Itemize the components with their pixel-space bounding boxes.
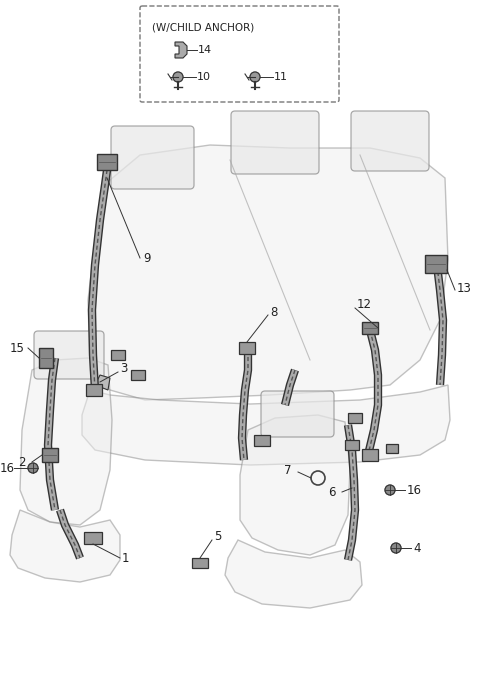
Bar [42, 448, 58, 462]
Bar [192, 558, 208, 568]
Text: 14: 14 [198, 45, 212, 55]
Text: 16: 16 [407, 484, 422, 497]
Text: 1: 1 [122, 552, 130, 565]
Text: 12: 12 [357, 298, 372, 311]
Text: 6: 6 [328, 486, 336, 499]
Polygon shape [10, 510, 120, 582]
FancyBboxPatch shape [231, 111, 319, 174]
FancyBboxPatch shape [261, 391, 334, 437]
FancyBboxPatch shape [140, 6, 339, 102]
Circle shape [391, 543, 401, 553]
Bar [84, 532, 102, 544]
Text: 10: 10 [197, 72, 211, 82]
Bar [348, 413, 362, 423]
FancyBboxPatch shape [351, 111, 429, 171]
Polygon shape [95, 375, 110, 390]
Bar [345, 440, 359, 450]
Text: 2: 2 [18, 456, 25, 469]
Bar [425, 255, 447, 273]
Polygon shape [20, 358, 112, 525]
Polygon shape [240, 415, 350, 555]
Circle shape [250, 72, 260, 82]
Text: 8: 8 [270, 305, 277, 318]
Text: 13: 13 [457, 281, 472, 294]
Bar [386, 444, 398, 453]
Bar [362, 322, 378, 334]
Bar [239, 342, 255, 354]
Circle shape [28, 463, 38, 473]
Text: 4: 4 [413, 541, 420, 554]
Text: (W/CHILD ANCHOR): (W/CHILD ANCHOR) [152, 22, 254, 32]
Bar [362, 449, 378, 461]
Bar [131, 370, 145, 380]
FancyBboxPatch shape [111, 126, 194, 189]
Text: 16: 16 [0, 462, 15, 475]
Text: 11: 11 [274, 72, 288, 82]
Circle shape [385, 485, 395, 495]
Polygon shape [225, 540, 362, 608]
Bar [86, 384, 102, 396]
Text: 7: 7 [284, 464, 291, 477]
Polygon shape [82, 385, 450, 465]
Bar [97, 154, 117, 170]
Text: 5: 5 [214, 530, 221, 543]
Polygon shape [88, 145, 448, 400]
Circle shape [173, 72, 183, 82]
Bar [254, 435, 270, 446]
Bar [39, 348, 53, 368]
Text: 15: 15 [10, 342, 25, 355]
Text: 3: 3 [120, 362, 127, 375]
Polygon shape [175, 42, 187, 58]
Bar [111, 350, 125, 360]
FancyBboxPatch shape [34, 331, 104, 379]
Text: 9: 9 [143, 252, 151, 265]
